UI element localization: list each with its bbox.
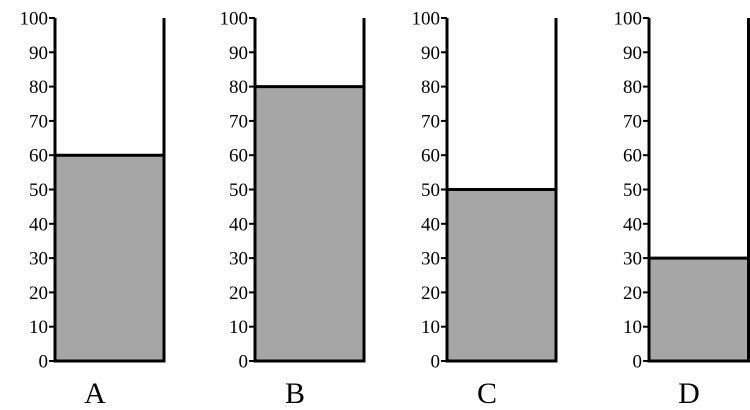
- tick-label-a-10: 10: [29, 317, 48, 338]
- tick-label-b-90: 90: [229, 43, 248, 64]
- tick-label-b-30: 30: [229, 249, 248, 270]
- tick-label-a-100: 100: [20, 9, 49, 30]
- tick-label-d-50: 50: [623, 180, 642, 201]
- tick-label-d-10: 10: [623, 317, 642, 338]
- tick-label-a-0: 0: [39, 352, 49, 373]
- tick-label-a-80: 80: [29, 77, 48, 98]
- tick-label-a-70: 70: [29, 111, 48, 132]
- tick-label-d-70: 70: [623, 111, 642, 132]
- panel-d: 0 10 20 30 40 50 60 70 80 90 100 D: [614, 9, 750, 410]
- tick-label-d-20: 20: [623, 283, 642, 304]
- tick-label-d-0: 0: [633, 352, 643, 373]
- tick-label-a-40: 40: [29, 214, 48, 235]
- panel-b: 0 10 20 30 40 50 60 70 80 90 100 B: [220, 9, 366, 410]
- tick-label-b-80: 80: [229, 77, 248, 98]
- tick-label-d-30: 30: [623, 249, 642, 270]
- tick-label-c-90: 90: [421, 43, 440, 64]
- tick-label-d-90: 90: [623, 43, 642, 64]
- panel-c: 0 10 20 30 40 50 60 70 80 90 100 C: [412, 9, 558, 410]
- tick-label-a-50: 50: [29, 180, 48, 201]
- tick-label-a-20: 20: [29, 283, 48, 304]
- tick-label-a-60: 60: [29, 146, 48, 167]
- category-label-a: A: [84, 377, 106, 410]
- tick-label-d-40: 40: [623, 214, 642, 235]
- tick-label-a-30: 30: [29, 249, 48, 270]
- tick-label-c-100: 100: [412, 9, 441, 30]
- category-label-d: D: [678, 377, 700, 410]
- tick-label-c-20: 20: [421, 283, 440, 304]
- tick-label-c-40: 40: [421, 214, 440, 235]
- tick-label-d-60: 60: [623, 146, 642, 167]
- tick-label-b-60: 60: [229, 146, 248, 167]
- tick-label-b-0: 0: [239, 352, 249, 373]
- tick-label-c-0: 0: [431, 352, 441, 373]
- fill-level-a: [55, 155, 164, 361]
- tick-label-b-50: 50: [229, 180, 248, 201]
- category-label-c: C: [477, 377, 497, 410]
- tick-label-c-10: 10: [421, 317, 440, 338]
- tick-label-b-40: 40: [229, 214, 248, 235]
- tick-label-c-80: 80: [421, 77, 440, 98]
- tick-label-b-10: 10: [229, 317, 248, 338]
- tick-label-c-70: 70: [421, 111, 440, 132]
- fill-level-c: [447, 189, 556, 361]
- tick-label-b-20: 20: [229, 283, 248, 304]
- tick-label-b-100: 100: [220, 9, 249, 30]
- tick-label-c-30: 30: [421, 249, 440, 270]
- fill-level-d: [649, 258, 749, 361]
- tick-label-a-90: 90: [29, 43, 48, 64]
- tick-label-c-50: 50: [421, 180, 440, 201]
- tick-label-b-70: 70: [229, 111, 248, 132]
- tick-label-c-60: 60: [421, 146, 440, 167]
- category-label-b: B: [285, 377, 305, 410]
- tick-label-d-100: 100: [614, 9, 643, 30]
- panel-a: 0 10 20 30 40 50 60 70 80 90 100 A: [20, 9, 166, 410]
- fill-level-b: [255, 86, 364, 361]
- tick-label-d-80: 80: [623, 77, 642, 98]
